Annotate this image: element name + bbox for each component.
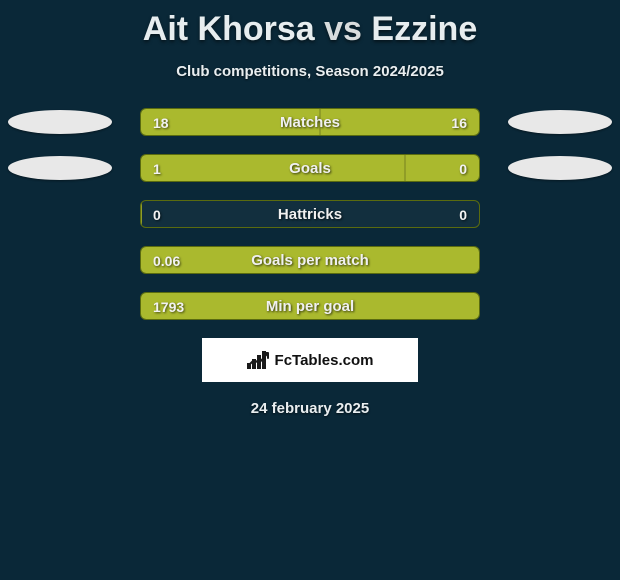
stat-bar-track: 0 0Hattricks <box>140 200 480 228</box>
stat-row: 1793Min per goal <box>0 292 620 320</box>
subtitle: Club competitions, Season 2024/2025 <box>0 63 620 80</box>
player1-name: Ait Khorsa <box>143 10 315 48</box>
stat-row: 10Goals <box>0 154 620 182</box>
player1-badge-icon <box>8 110 112 134</box>
stat-value-right: 16 <box>439 109 479 136</box>
stat-bar-track: 0.06Goals per match <box>140 246 480 274</box>
stat-value-left: 1 <box>141 155 173 182</box>
vs-separator: vs <box>324 10 362 48</box>
player1-badge-icon <box>8 156 112 180</box>
comparison-title: Ait Khorsa vs Ezzine <box>0 0 620 49</box>
brand-chart-icon <box>247 351 269 369</box>
stats-container: 1816Matches10Goals00Hattricks0.06Goals p… <box>0 108 620 320</box>
brand-text: FcTables.com <box>275 352 374 369</box>
stat-value-left: 18 <box>141 109 181 136</box>
player2-name: Ezzine <box>371 10 477 48</box>
stat-bar-track: 1793Min per goal <box>140 292 480 320</box>
stat-row: 1816Matches <box>0 108 620 136</box>
stat-bar-track: 10Goals <box>140 154 480 182</box>
stat-bar-left <box>141 155 405 181</box>
brand-badge: FcTables.com <box>202 338 418 382</box>
stat-value-right: 0 <box>447 201 479 228</box>
stat-value-left: 0 <box>141 201 173 228</box>
player2-badge-icon <box>508 110 612 134</box>
stat-label: Hattricks <box>141 201 479 228</box>
stat-row: 0.06Goals per match <box>0 246 620 274</box>
stat-row: 0 0Hattricks <box>0 200 620 228</box>
stat-bar-track: 1816Matches <box>140 108 480 136</box>
stat-value-left: 0.06 <box>141 247 192 274</box>
snapshot-date: 24 february 2025 <box>0 400 620 417</box>
stat-value-left: 1793 <box>141 293 196 320</box>
stat-value-right: 0 <box>447 155 479 182</box>
player2-badge-icon <box>508 156 612 180</box>
